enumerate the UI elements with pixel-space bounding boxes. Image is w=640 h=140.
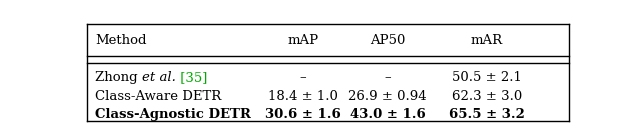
Text: AP50: AP50 <box>370 34 405 47</box>
Text: Method: Method <box>95 34 147 47</box>
Text: 43.0 ± 1.6: 43.0 ± 1.6 <box>349 108 426 121</box>
Text: –: – <box>384 71 391 84</box>
Text: –: – <box>300 71 307 84</box>
Text: mAR: mAR <box>470 34 503 47</box>
Text: Class-Agnostic DETR: Class-Agnostic DETR <box>95 108 251 121</box>
Text: Zhong: Zhong <box>95 71 141 84</box>
Text: 62.3 ± 3.0: 62.3 ± 3.0 <box>452 90 522 102</box>
Text: 50.5 ± 2.1: 50.5 ± 2.1 <box>452 71 522 84</box>
Text: et al.: et al. <box>141 71 175 84</box>
Text: 18.4 ± 1.0: 18.4 ± 1.0 <box>268 90 338 102</box>
Text: 30.6 ± 1.6: 30.6 ± 1.6 <box>266 108 341 121</box>
Text: [35]: [35] <box>175 71 207 84</box>
Text: 65.5 ± 3.2: 65.5 ± 3.2 <box>449 108 525 121</box>
Text: mAP: mAP <box>287 34 319 47</box>
Text: Class-Aware DETR: Class-Aware DETR <box>95 90 221 102</box>
Text: 26.9 ± 0.94: 26.9 ± 0.94 <box>348 90 427 102</box>
